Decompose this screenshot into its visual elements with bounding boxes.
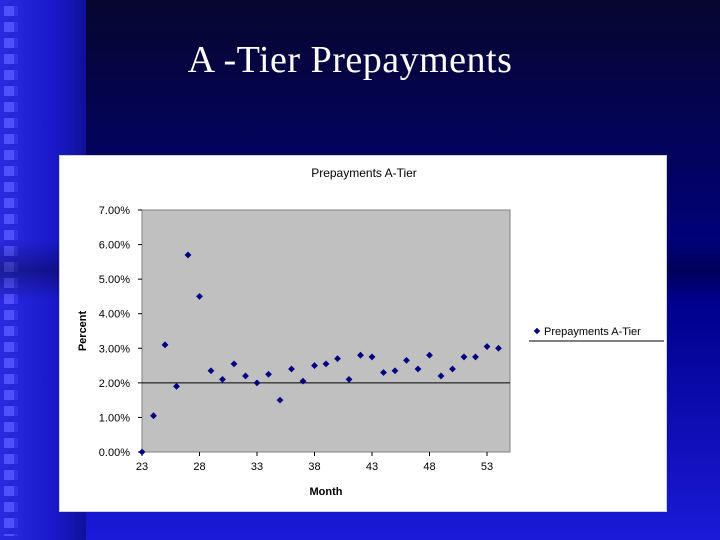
data-point (391, 367, 399, 375)
x-tick-label: 38 (308, 461, 320, 473)
data-point (288, 365, 295, 373)
y-tick-label: 6.00% (99, 240, 130, 252)
chart-title: Prepayments A-Tier (311, 166, 417, 180)
data-point (449, 365, 456, 373)
data-point (230, 360, 238, 368)
y-tick-label: 3.00% (99, 343, 130, 355)
data-point (161, 341, 169, 349)
data-point (242, 372, 249, 380)
x-tick-label: 23 (136, 461, 148, 473)
x-tick-label: 33 (251, 461, 263, 473)
data-point (403, 356, 410, 364)
y-tick-label: 4.00% (99, 309, 130, 321)
data-point (460, 353, 468, 361)
y-tick-label: 7.00% (99, 205, 130, 217)
x-axis-ticks: 23 28 33 38 43 48 53 (136, 452, 493, 473)
data-point (138, 448, 146, 456)
data-point (150, 412, 157, 420)
data-point (414, 365, 422, 373)
plot-area (141, 209, 511, 453)
data-point (483, 343, 491, 350)
data-point (311, 362, 318, 369)
data-point (472, 353, 479, 361)
x-tick-label: 53 (481, 461, 493, 473)
x-tick-label: 28 (193, 461, 205, 473)
data-point (184, 251, 192, 259)
x-tick-label: 48 (423, 461, 435, 473)
y-axis-ticks: 0.00% 1.00% 2.00% 3.00% 4.00% 5.00% 6.00% 7.00% (99, 205, 142, 459)
data-point (207, 367, 215, 375)
data-point (437, 372, 445, 380)
data-point (334, 355, 341, 363)
legend-marker (533, 327, 541, 335)
y-tick-label: 1.00% (99, 412, 130, 424)
data-point (253, 379, 261, 387)
data-point (276, 396, 284, 404)
data-point (380, 369, 387, 376)
data-point (345, 376, 353, 383)
slide-title: A -Tier Prepayments (187, 39, 513, 81)
data-point (322, 360, 330, 368)
x-axis-label: Month (310, 486, 343, 498)
decorative-square-column (4, 6, 20, 536)
data-point (495, 344, 502, 352)
decorative-square-column-shadow (8, 6, 24, 536)
data-point (173, 382, 180, 390)
y-axis-label: Percent (77, 310, 89, 351)
y-tick-label: 2.00% (99, 378, 130, 390)
data-point (196, 293, 203, 300)
x-tick-label: 43 (366, 461, 378, 473)
data-point (299, 377, 307, 385)
scatter-chart: Prepayments A-Tier 0.00% 1.00% 2.00% 3.00% 4… (77, 166, 664, 498)
y-tick-label: 5.00% (99, 274, 130, 286)
chart-frame: Prepayments A-Tier 0.00% 1.00% 2.00% 3.00% 4… (59, 155, 667, 512)
data-point (219, 376, 226, 383)
data-point (368, 353, 376, 361)
data-point (357, 351, 364, 359)
data-point (426, 351, 433, 359)
y-tick-label: 0.00% (99, 447, 130, 459)
chart-legend: Prepayments A-Tier (529, 326, 664, 342)
legend-series-name: Prepayments A-Tier (544, 326, 641, 338)
